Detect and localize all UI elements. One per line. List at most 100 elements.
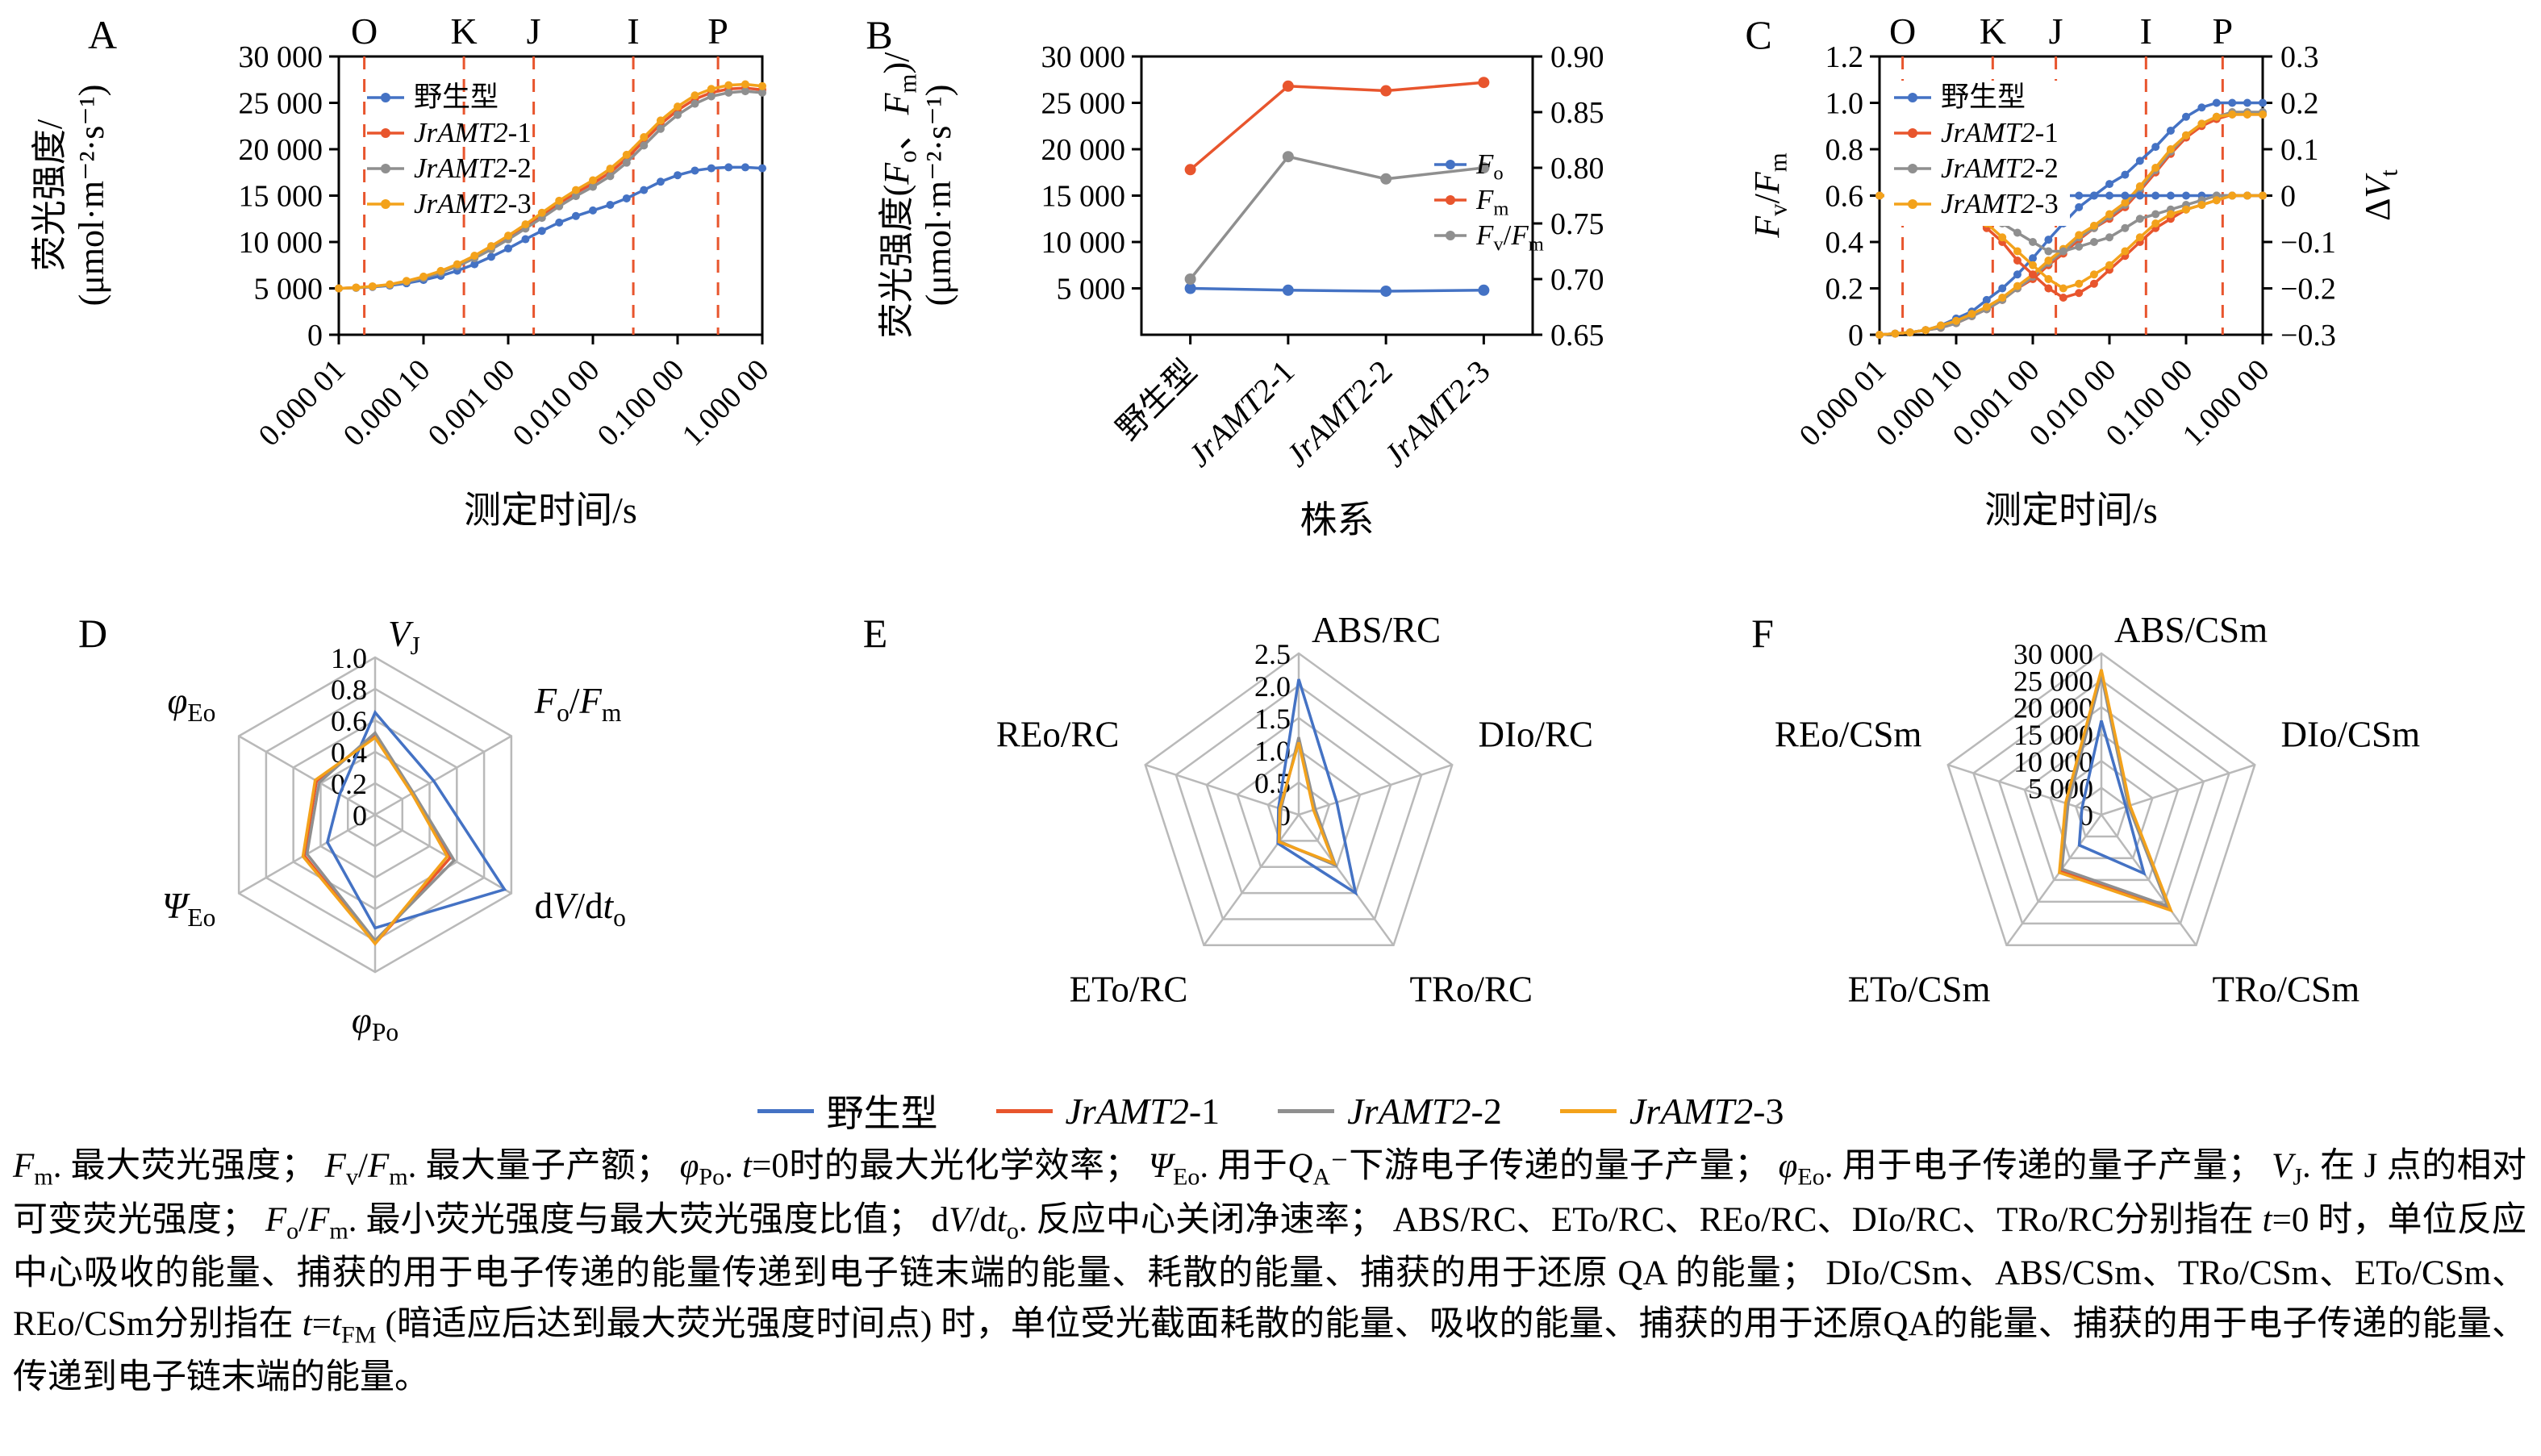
svg-text:15 000: 15 000 (239, 180, 323, 214)
svg-text:0.75: 0.75 (1550, 207, 1604, 241)
svg-text:25 000: 25 000 (239, 87, 323, 121)
svg-text:JrAMT2-3: JrAMT2-3 (414, 188, 532, 219)
svg-text:2.0: 2.0 (1254, 670, 1291, 703)
svg-text:0.3: 0.3 (2280, 40, 2319, 74)
svg-text:−0.2: −0.2 (2280, 273, 2336, 307)
svg-text:5 000: 5 000 (1057, 273, 1126, 307)
svg-text:JrAMT2-1: JrAMT2-1 (1181, 353, 1302, 474)
svg-text:5 000: 5 000 (254, 273, 323, 307)
svg-text:10 000: 10 000 (1041, 226, 1126, 260)
top-chart-row: A 0 5 000 10 000 15 000 20 000 25 000 30 000 0.0… (0, 0, 2541, 597)
svg-text:P: P (707, 10, 728, 52)
svg-text:P: P (2213, 10, 2234, 52)
svg-text:I: I (627, 10, 639, 52)
legend-item-t3: JrAMT2-3 (1559, 1090, 1784, 1133)
legend-label: JrAMT2-2 (1347, 1090, 1502, 1132)
svg-text:TRo/CSm: TRo/CSm (2213, 969, 2360, 1009)
svg-text:20 000: 20 000 (239, 133, 323, 167)
svg-text:ETo/RC: ETo/RC (1070, 969, 1188, 1009)
svg-text:0.85: 0.85 (1550, 96, 1604, 130)
svg-text:ABS/CSm: ABS/CSm (2114, 610, 2268, 650)
svg-text:TRo/RC: TRo/RC (1410, 969, 1533, 1009)
svg-text:0.8: 0.8 (331, 674, 367, 706)
svg-text:20 000: 20 000 (2013, 692, 2093, 724)
svg-text:荧光强度/: 荧光强度/ (30, 119, 69, 271)
svg-text:2.5: 2.5 (1254, 638, 1291, 670)
svg-text:A: A (88, 12, 117, 57)
legend-swatch (1278, 1108, 1335, 1113)
svg-text:VJ: VJ (388, 614, 420, 660)
svg-text:(μmol·m⁻²·s⁻¹): (μmol·m⁻²·s⁻¹) (919, 85, 958, 307)
svg-text:15 000: 15 000 (1041, 180, 1126, 214)
svg-text:φPo: φPo (352, 1000, 398, 1046)
svg-text:C: C (1745, 12, 1771, 57)
svg-text:Fm: Fm (1475, 184, 1508, 220)
svg-text:荧光强度(Fo、Fm)/: 荧光强度(Fo、Fm)/ (877, 52, 922, 338)
svg-text:O: O (1889, 10, 1916, 52)
figure-legend: 野生型 JrAMT2-1 JrAMT2-2 JrAMT2-3 (0, 1085, 2541, 1137)
svg-text:0.001 00: 0.001 00 (422, 353, 522, 453)
svg-text:JrAMT2-1: JrAMT2-1 (414, 117, 532, 148)
svg-text:25 000: 25 000 (2013, 665, 2093, 697)
svg-text:JrAMT2-3: JrAMT2-3 (1941, 188, 2059, 219)
svg-text:0.100 00: 0.100 00 (591, 353, 691, 453)
svg-text:(μmol·m⁻²·s⁻¹): (μmol·m⁻²·s⁻¹) (72, 85, 111, 307)
svg-text:0.8: 0.8 (1825, 133, 1864, 167)
legend-label: JrAMT2-3 (1629, 1090, 1784, 1132)
svg-text:测定时间/s: 测定时间/s (464, 490, 637, 531)
svg-text:30 000: 30 000 (239, 40, 323, 74)
svg-text:DIo/CSm: DIo/CSm (2281, 715, 2421, 755)
svg-text:野生型: 野生型 (414, 81, 499, 113)
svg-text:JrAMT2-1: JrAMT2-1 (1941, 117, 2059, 148)
svg-text:ΨEo: ΨEo (162, 886, 216, 932)
svg-text:20 000: 20 000 (1041, 133, 1126, 167)
svg-text:J: J (2049, 10, 2063, 52)
svg-text:0.4: 0.4 (1825, 226, 1864, 260)
chart-a-fluorescence-induction: A 0 5 000 10 000 15 000 20 000 25 000 30 000 0.0… (30, 10, 775, 531)
svg-text:0.2: 0.2 (2280, 87, 2319, 121)
legend-label: JrAMT2-1 (1065, 1090, 1220, 1132)
svg-text:ABS/RC: ABS/RC (1312, 610, 1441, 650)
svg-text:Fv/Fm: Fv/Fm (1747, 152, 1792, 238)
svg-text:E: E (863, 611, 888, 656)
svg-text:株系: 株系 (1300, 499, 1375, 540)
svg-text:J: J (527, 10, 541, 52)
svg-text:测定时间/s: 测定时间/s (1984, 490, 2158, 531)
svg-text:JrAMT2-3: JrAMT2-3 (1376, 353, 1497, 474)
svg-text:0.65: 0.65 (1550, 319, 1604, 353)
legend-swatch (757, 1108, 814, 1113)
svg-text:30 000: 30 000 (2013, 638, 2093, 670)
radar-e-energy-per-rc: E00.51.01.52.02.5ABS/RCDIo/RCTRo/RCETo/R… (863, 610, 1594, 1009)
svg-text:1.5: 1.5 (1254, 703, 1291, 735)
svg-text:野生型: 野生型 (1941, 81, 2026, 113)
svg-text:F: F (1751, 611, 1774, 656)
svg-text:野生型: 野生型 (1109, 353, 1204, 448)
svg-text:−0.3: −0.3 (2280, 319, 2336, 353)
radar-chart-row: D 0 0.2 0.4 0.6 0.8 1.0 VJ Fo/Fm dV/dto φPo ΨEo φEo … (0, 597, 2541, 1085)
svg-text:0.2: 0.2 (1825, 273, 1864, 307)
legend-item-t2: JrAMT2-2 (1278, 1090, 1502, 1133)
svg-text:0.000 10: 0.000 10 (337, 353, 437, 453)
legend-swatch (995, 1108, 1053, 1113)
svg-text:0: 0 (2280, 180, 2296, 214)
svg-text:O: O (351, 10, 378, 52)
svg-text:REo/CSm: REo/CSm (1775, 715, 1922, 755)
svg-text:0: 0 (1848, 319, 1863, 353)
chart-b-fo-fm-by-strain: B 5 000 10 000 15 000 20 000 25 000 30 000 0.90… (866, 12, 1604, 540)
svg-text:0.90: 0.90 (1550, 40, 1604, 74)
svg-text:Fo/Fm: Fo/Fm (534, 681, 622, 727)
svg-text:Fv/Fm: Fv/Fm (1475, 219, 1544, 256)
svg-text:5 000: 5 000 (2028, 773, 2093, 805)
svg-text:ETo/CSm: ETo/CSm (1848, 969, 1991, 1009)
chart-c-fvfm-delta-vt: C 0 0.2 0.4 0.6 0.8 1.0 1.2 0.3 0.2 0.1 0 −0.1 −0.2 −0… (1745, 10, 2402, 531)
svg-text:K: K (450, 10, 477, 52)
svg-text:0.80: 0.80 (1550, 152, 1604, 186)
svg-text:0.6: 0.6 (331, 705, 367, 737)
svg-text:DIo/RC: DIo/RC (1479, 715, 1594, 755)
svg-text:1.0: 1.0 (331, 642, 367, 674)
svg-text:I: I (2140, 10, 2152, 52)
svg-text:REo/RC: REo/RC (996, 715, 1120, 755)
svg-text:10 000: 10 000 (239, 226, 323, 260)
